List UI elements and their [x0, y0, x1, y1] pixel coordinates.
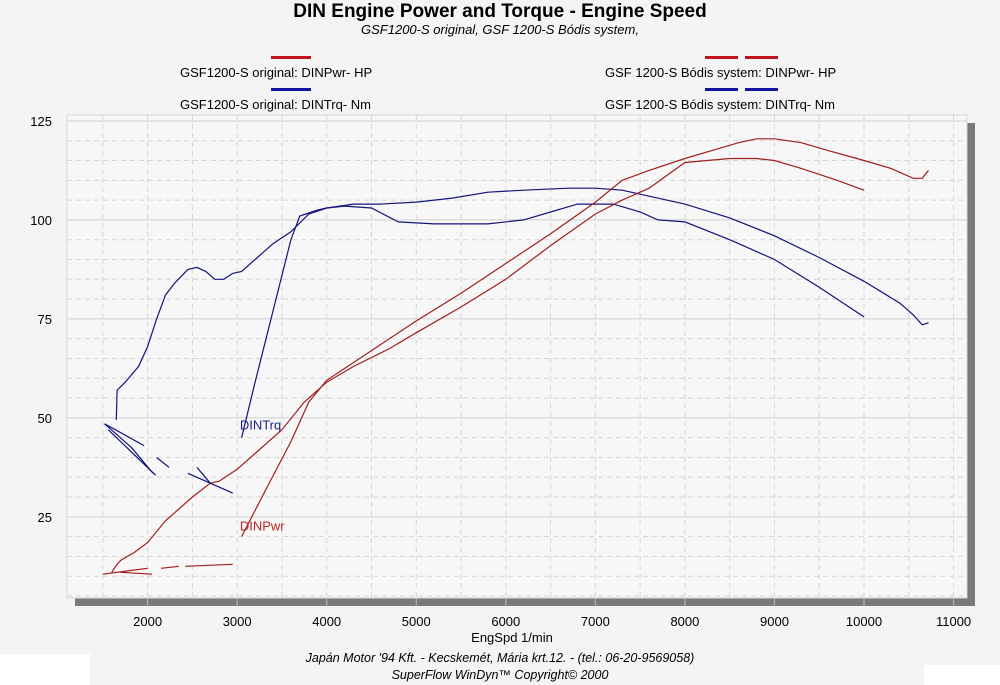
chart-subtitle: GSF1200-S original, GSF 1200-S Bódis sys…	[361, 22, 639, 37]
series-segment	[107, 429, 157, 476]
plot-shadow-right	[967, 123, 975, 606]
series-segment	[102, 567, 148, 575]
series-segment	[185, 563, 233, 567]
y-tick-label: 75	[38, 312, 52, 327]
legend-swatch-bodis-torque-2	[745, 88, 778, 91]
x-tick-label: 7000	[581, 614, 610, 629]
series-segment	[104, 423, 145, 447]
x-tick-label: 2000	[133, 614, 162, 629]
chart-title: DIN Engine Power and Torque - Engine Spe…	[293, 1, 707, 22]
x-tick-label: 4000	[312, 614, 341, 629]
legend-swatch-bodis-power-1	[705, 56, 738, 59]
series-segment	[104, 423, 154, 474]
series-line-3	[241, 138, 929, 537]
y-tick-label: 100	[30, 213, 52, 228]
white-corner-right	[924, 665, 1000, 685]
curve-annotation: DINPwr	[240, 519, 285, 534]
legend-swatch-original-power	[271, 56, 311, 59]
white-corner-left	[0, 654, 90, 685]
series-line-2	[111, 157, 865, 573]
x-tick-label: 8000	[670, 614, 699, 629]
y-tick-label: 50	[38, 411, 52, 426]
legend-label-original-torque: GSF1200-S original: DINTrq- Nm	[180, 97, 371, 112]
curve-annotation: DINTrq	[240, 418, 281, 433]
footer-line-2: SuperFlow WinDyn™ Copyright© 2000	[391, 668, 609, 682]
legend-swatch-original-torque	[271, 88, 311, 91]
legend-label-bodis-torque: GSF 1200-S Bódis system: DINTrq- Nm	[605, 97, 835, 112]
x-axis-label: EngSpd 1/min	[471, 630, 553, 645]
x-tick-label: 10000	[846, 614, 882, 629]
series-segment	[156, 457, 170, 468]
series-line-1	[115, 187, 929, 420]
legend-swatch-bodis-torque-1	[705, 88, 738, 91]
plot-shadow-bottom	[75, 598, 975, 606]
series-segment	[120, 571, 153, 575]
legend-label-original-power: GSF1200-S original: DINPwr- HP	[180, 65, 373, 80]
legend-label-bodis-power: GSF 1200-S Bódis system: DINPwr- HP	[605, 65, 837, 80]
series-segment	[196, 467, 211, 484]
legend-swatch-bodis-power-2	[745, 56, 778, 59]
x-tick-label: 3000	[223, 614, 252, 629]
series-segment	[160, 565, 179, 569]
x-tick-label: 11000	[936, 614, 971, 629]
x-tick-label: 6000	[491, 614, 520, 629]
footer-line-1: Japán Motor '94 Kft. - Kecskemét, Mária …	[305, 651, 695, 665]
y-tick-label: 125	[30, 114, 52, 129]
series-line-0	[241, 203, 865, 438]
x-tick-label: 5000	[402, 614, 431, 629]
x-tick-label: 9000	[760, 614, 789, 629]
y-tick-label: 25	[38, 510, 52, 525]
plot-background	[66, 114, 968, 599]
